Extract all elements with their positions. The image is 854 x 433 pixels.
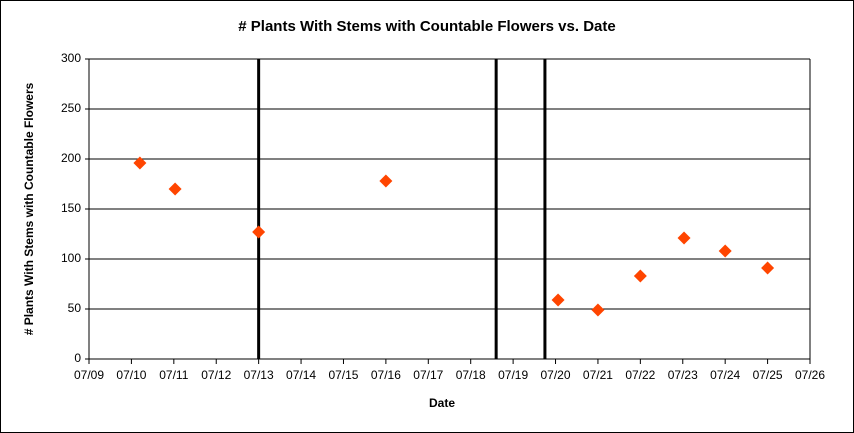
y-tick-label: 50: [68, 301, 82, 315]
y-axis-title: # Plants With Stems with Countable Flowe…: [22, 82, 36, 335]
x-tick-label: 07/15: [328, 368, 358, 382]
x-tick-label: 07/18: [456, 368, 486, 382]
x-tick-label: 07/25: [753, 368, 783, 382]
x-tick-label: 07/14: [286, 368, 316, 382]
point: [551, 293, 565, 307]
x-tick-label: 07/17: [413, 368, 443, 382]
x-tick-label: 07/12: [201, 368, 231, 382]
point: [168, 182, 182, 196]
x-tick-label: 07/19: [498, 368, 528, 382]
point: [133, 156, 147, 170]
point: [252, 225, 266, 239]
point: [379, 174, 393, 188]
x-tick-label: 07/21: [583, 368, 613, 382]
y-tick-label: 0: [74, 351, 81, 365]
point: [677, 231, 691, 245]
x-tick-label: 07/24: [710, 368, 740, 382]
point: [633, 269, 647, 283]
x-tick-label: 07/20: [541, 368, 571, 382]
y-tick-label: 300: [61, 51, 81, 65]
y-tick-label: 250: [61, 101, 81, 115]
x-tick-label: 07/22: [625, 368, 655, 382]
point: [761, 261, 775, 275]
x-tick-label: 07/13: [244, 368, 274, 382]
y-tick-label: 200: [61, 151, 81, 165]
x-tick-label: 07/23: [668, 368, 698, 382]
x-tick-label: 07/16: [371, 368, 401, 382]
y-tick-label: 150: [61, 201, 81, 215]
x-tick-label: 07/10: [116, 368, 146, 382]
x-tick-label: 07/09: [74, 368, 104, 382]
point: [591, 303, 605, 317]
y-tick-label: 100: [61, 251, 81, 265]
x-tick-label: 07/11: [159, 368, 188, 382]
x-axis-title: Date: [429, 396, 455, 410]
x-tick-label: 07/26: [795, 368, 825, 382]
chart-title: # Plants With Stems with Countable Flowe…: [238, 18, 615, 35]
point: [718, 244, 732, 258]
